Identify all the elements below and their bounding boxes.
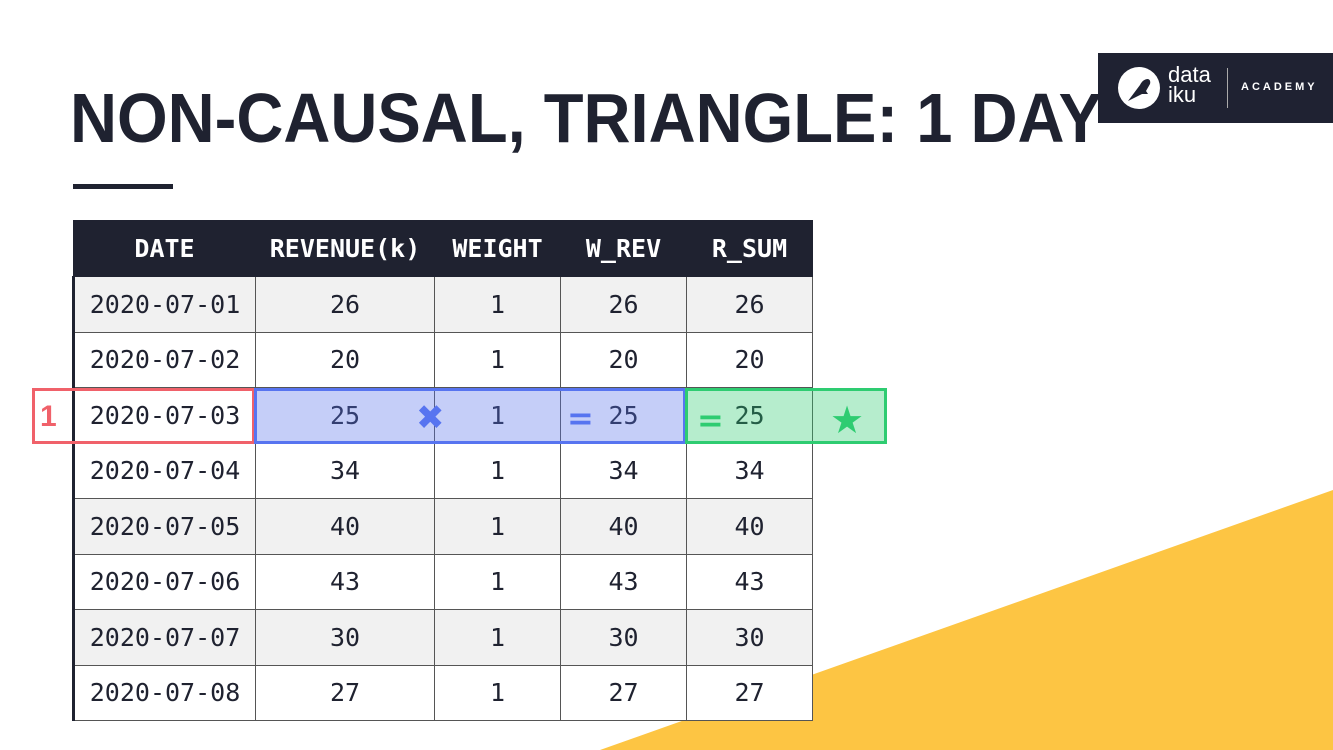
table-row: 2020-07-08 27 1 27 27 <box>72 664 813 721</box>
current-row-highlight <box>32 388 255 444</box>
table-cell: 30 <box>686 609 813 666</box>
table-cell: 2020-07-04 <box>72 442 256 499</box>
table-row: 2020-07-04 34 1 34 34 <box>72 442 813 499</box>
column-header: W_REV <box>560 220 687 277</box>
table-cell: 1 <box>434 609 561 666</box>
star-icon: ★ <box>830 398 865 442</box>
column-header: R_SUM <box>686 220 813 277</box>
table-cell: 2020-07-03 <box>72 387 256 444</box>
table-row: 2020-07-01 26 1 26 26 <box>72 276 813 333</box>
table-cell: 43 <box>255 553 435 610</box>
table-cell: 20 <box>560 331 687 388</box>
table-cell: 1 <box>434 442 561 499</box>
title-underline <box>73 184 173 189</box>
table-cell: 26 <box>255 276 435 333</box>
table-cell: 40 <box>255 498 435 555</box>
table-cell: 20 <box>255 331 435 388</box>
table-cell: 27 <box>686 664 813 721</box>
table-cell: 25 <box>255 387 435 444</box>
bird-logo-icon <box>1118 67 1160 109</box>
table-cell: 43 <box>686 553 813 610</box>
table-cell: 26 <box>560 276 687 333</box>
dataiku-academy-logo: data iku ACADEMY <box>1098 53 1333 123</box>
table-cell: 26 <box>686 276 813 333</box>
logo-divider <box>1227 68 1228 108</box>
table-cell: 40 <box>560 498 687 555</box>
column-header: DATE <box>73 220 256 277</box>
table-cell: 34 <box>255 442 435 499</box>
logo-academy: ACADEMY <box>1241 81 1318 93</box>
table-cell: 30 <box>560 609 687 666</box>
table-cell: 1 <box>434 664 561 721</box>
table-cell: 43 <box>560 553 687 610</box>
slide-title: NON-CAUSAL, TRIANGLE: 1 DAY <box>70 79 1103 157</box>
window-label: 1 <box>40 400 57 433</box>
column-header: WEIGHT <box>434 220 561 277</box>
multiply-icon: ✖ <box>416 398 445 438</box>
weighted-product-highlight <box>254 388 686 444</box>
table-cell: 2020-07-06 <box>72 553 256 610</box>
table-cell: 1 <box>434 331 561 388</box>
table-cell: 34 <box>686 442 813 499</box>
rolling-sum-highlight <box>685 388 887 444</box>
table-cell: 2020-07-05 <box>72 498 256 555</box>
equals-icon: = <box>567 399 594 437</box>
table-cell: 40 <box>686 498 813 555</box>
table-cell: 1 <box>434 553 561 610</box>
column-header: REVENUE(k) <box>255 220 435 277</box>
table-cell: 2020-07-01 <box>72 276 256 333</box>
table-row: 2020-07-07 30 1 30 30 <box>72 609 813 666</box>
table-cell: 2020-07-08 <box>72 664 256 721</box>
table-cell: 1 <box>434 276 561 333</box>
table-cell: 27 <box>255 664 435 721</box>
equals-icon: = <box>697 401 724 439</box>
table-cell: 20 <box>686 331 813 388</box>
logo-wordmark: data iku <box>1168 62 1211 107</box>
table-cell: 1 <box>434 498 561 555</box>
table-cell: 27 <box>560 664 687 721</box>
table-cell: 2020-07-07 <box>72 609 256 666</box>
table-cell: 2020-07-02 <box>72 331 256 388</box>
table-row: 2020-07-06 43 1 43 43 <box>72 553 813 610</box>
table-cell: 30 <box>255 609 435 666</box>
data-table: DATE REVENUE(k) WEIGHT W_REV R_SUM 2020-07-0… <box>72 220 813 721</box>
table-cell: 34 <box>560 442 687 499</box>
table-row: 2020-07-05 40 1 40 40 <box>72 498 813 555</box>
table-row: 2020-07-02 20 1 20 20 <box>72 331 813 388</box>
